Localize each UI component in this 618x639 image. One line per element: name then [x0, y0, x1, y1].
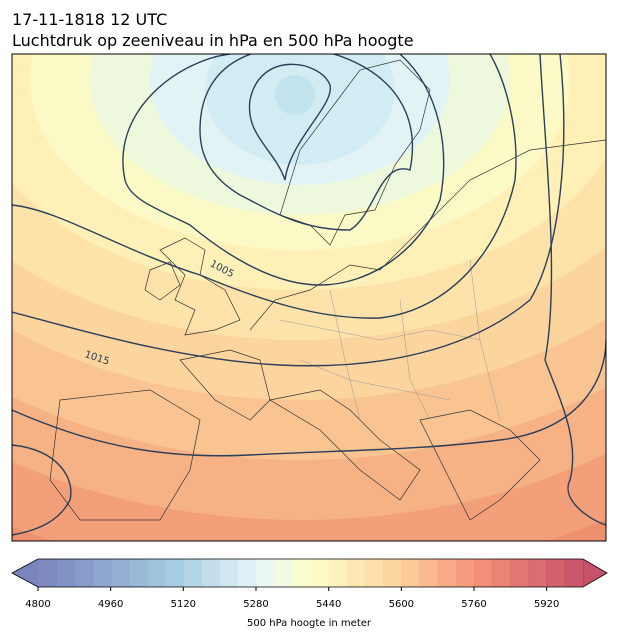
colorbar-band: [92, 559, 112, 587]
subtitle: Luchtdruk op zeeniveau in hPa en 500 hPa…: [12, 31, 414, 50]
colorbar-tick-label: 5280: [243, 599, 268, 610]
colorbar-tick-label: 4960: [98, 599, 123, 610]
colorbar-band: [365, 559, 384, 587]
colorbar-band: [564, 559, 584, 587]
colorbar-band: [74, 559, 93, 587]
colorbar-band: [110, 559, 130, 587]
colorbar-band: [474, 559, 493, 587]
colorbar-band: [546, 559, 566, 587]
colorbar-band: [346, 559, 366, 587]
colorbar-band: [219, 559, 239, 587]
colorbar: 4800 4960 5120 5280 5440 5600 5760 5920: [11, 558, 608, 610]
map-frame: [11, 53, 607, 542]
colorbar-label: 500 hPa hoogte in meter: [247, 618, 372, 629]
title: 17-11-1818 12 UTC: [12, 10, 167, 29]
colorbar-band: [38, 559, 57, 587]
colorbar-band: [56, 559, 75, 587]
colorbar-band: [165, 559, 184, 587]
colorbar-tick-label: 5920: [534, 599, 559, 610]
colorbar-extend-high: [583, 559, 607, 587]
colorbar-tick-label: 5760: [461, 599, 486, 610]
colorbar-band: [328, 559, 348, 587]
map: 1005 1015: [12, 54, 606, 541]
colorbar-band: [292, 559, 311, 587]
colorbar-band: [528, 559, 548, 587]
colorbar-band: [310, 559, 330, 587]
colorbar-band: [201, 559, 221, 587]
colorbar-band: [401, 559, 420, 587]
colorbar-band: [147, 559, 166, 587]
colorbar-tick-label: 5120: [171, 599, 196, 610]
colorbar-band: [383, 559, 402, 587]
colorbar-band: [274, 559, 293, 587]
colorbar-tick-label: 5600: [389, 599, 414, 610]
colorbar-band: [419, 559, 439, 587]
colorbar-band: [455, 559, 475, 587]
colorbar-tick-label: 4800: [25, 599, 50, 610]
colorbar-tick-label: 5440: [316, 599, 341, 610]
colorbar-outline: [11, 558, 608, 588]
colorbar-band: [128, 559, 148, 587]
colorbar-band: [256, 559, 275, 587]
colorbar-band: [492, 559, 511, 587]
colorbar-band: [510, 559, 529, 587]
colorbar-extend-low: [12, 559, 38, 587]
colorbar-band: [437, 559, 457, 587]
colorbar-band: [183, 559, 202, 587]
colorbar-band: [237, 559, 257, 587]
